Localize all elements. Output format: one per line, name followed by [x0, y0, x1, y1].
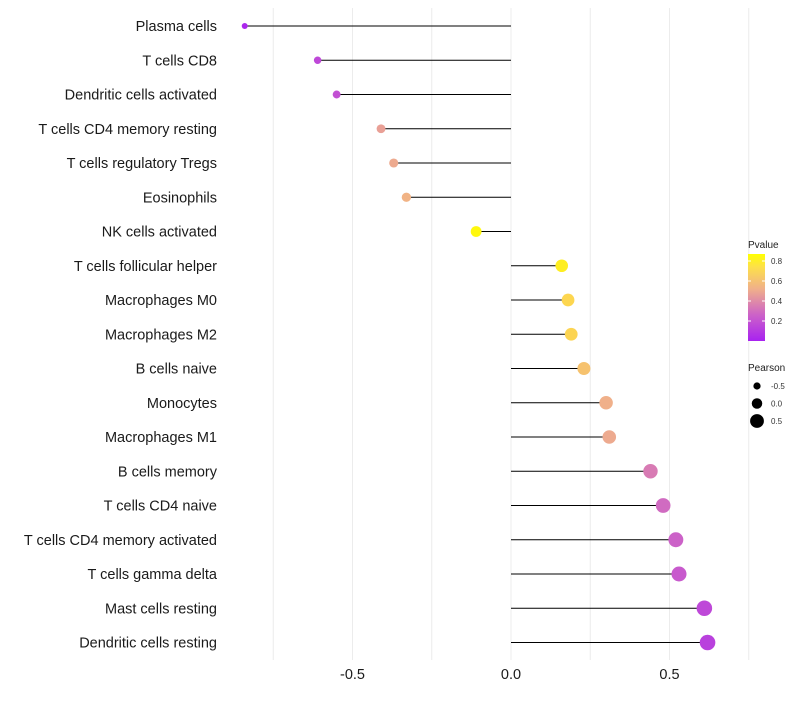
pvalue-colorbar-ticks: 0.8 0.6 0.4 0.2 [748, 257, 783, 326]
y-tick-label: Mast cells resting [105, 601, 217, 617]
lollipop-point [699, 634, 716, 651]
y-tick-label: Macrophages M1 [105, 430, 217, 446]
pearson-legend: Pearson -0.5 0.0 0.5 [748, 363, 785, 428]
pearson-legend-dot [753, 382, 761, 390]
lollipop-point [671, 566, 687, 582]
x-tick-label: 0.5 [659, 667, 679, 683]
y-tick-label: B cells naive [136, 362, 217, 378]
pearson-legend-dot [750, 414, 764, 428]
y-tick-label: Macrophages M2 [105, 327, 217, 343]
y-tick-label: T cells CD4 memory activated [24, 533, 217, 549]
lollipop-point [241, 23, 248, 29]
pvalue-legend: Pvalue 0.8 0.6 0.4 0.2 [748, 240, 783, 341]
y-axis-labels: Plasma cells T cells CD8 Dendritic cells a… [24, 19, 218, 652]
y-tick-label: Dendritic cells resting [79, 636, 217, 652]
colorbar-tick-label: 0.6 [771, 277, 783, 286]
y-tick-label: T cells gamma delta [88, 567, 218, 583]
lollipop-stems [244, 25, 708, 643]
colorbar-tick-label: 0.4 [771, 297, 783, 306]
pearson-legend-dot [751, 398, 763, 409]
lollipop-point [668, 532, 684, 548]
y-tick-label: T cells CD4 naive [104, 499, 217, 515]
lollipop-point [599, 396, 613, 410]
lollipop-point [555, 259, 569, 273]
pvalue-legend-title: Pvalue [748, 240, 779, 251]
lollipop-point [602, 430, 617, 444]
y-tick-label: Monocytes [147, 396, 217, 412]
y-tick-label: Macrophages M0 [105, 293, 217, 309]
lollipop-point [561, 293, 575, 307]
lollipop-point [577, 361, 591, 376]
lollipop-point [332, 90, 341, 99]
colorbar-tick-label: 0.8 [771, 257, 783, 266]
y-tick-label: Plasma cells [136, 19, 217, 35]
y-tick-label: T cells CD4 memory resting [38, 122, 217, 138]
pearson-legend-label: 0.0 [771, 400, 783, 409]
y-tick-label: T cells follicular helper [74, 259, 217, 275]
x-tick-label: -0.5 [340, 667, 365, 683]
x-tick-label: 0.0 [501, 667, 521, 683]
pearson-legend-items: -0.5 0.0 0.5 [750, 382, 785, 428]
lollipop-point [401, 192, 412, 202]
y-tick-label: T cells regulatory Tregs [67, 156, 217, 172]
x-axis-ticks: -0.5 0.0 0.5 [340, 667, 680, 683]
y-tick-label: NK cells activated [102, 225, 217, 241]
y-tick-label: B cells memory [118, 464, 218, 480]
y-tick-label: Dendritic cells activated [65, 88, 217, 104]
pvalue-colorbar [748, 254, 765, 341]
lollipop-point [564, 327, 578, 341]
grid-lines [272, 8, 750, 660]
lollipop-point [313, 56, 322, 65]
lollipop-point [389, 158, 399, 168]
lollipop-point [643, 464, 658, 479]
lollipop-point [470, 226, 482, 237]
lollipop-point [376, 124, 386, 134]
lollipop-points [241, 23, 716, 651]
lollipop-point [655, 498, 671, 513]
y-tick-label: T cells CD8 [142, 53, 217, 69]
pearson-legend-title: Pearson [748, 363, 785, 374]
pearson-legend-label: -0.5 [771, 382, 785, 391]
y-tick-label: Eosinophils [143, 190, 217, 206]
colorbar-tick-label: 0.2 [771, 317, 783, 326]
pearson-legend-label: 0.5 [771, 417, 783, 426]
lollipop-point [696, 600, 713, 617]
